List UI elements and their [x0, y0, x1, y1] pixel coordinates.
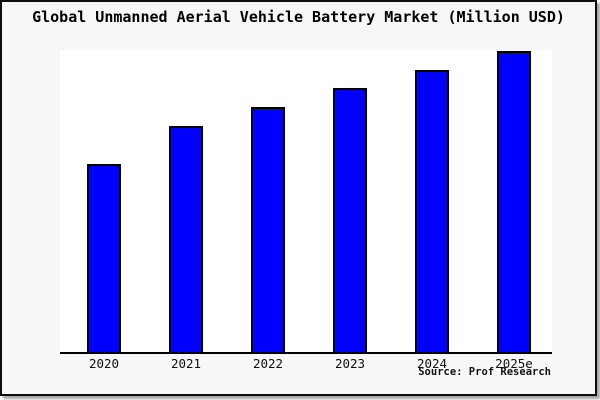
x-tick-label-2021: 2021 [170, 356, 202, 371]
bar-2023 [333, 88, 367, 352]
bar-2020 [87, 164, 121, 352]
x-tick-label-2020: 2020 [88, 356, 120, 371]
bar-2024 [415, 70, 449, 352]
x-tick-label-2024: 2024 [416, 356, 448, 371]
plot-area [60, 50, 552, 354]
source-credit: Source: Prof Research [418, 366, 551, 378]
x-axis: 2020 2021 2022 2023 2024 2025e [60, 356, 552, 372]
bar-2025e [497, 51, 531, 352]
x-tick-label-2025e: 2025e [495, 356, 533, 371]
x-tick-label-2023: 2023 [334, 356, 366, 371]
x-tick-label-2022: 2022 [252, 356, 284, 371]
bar-2021 [169, 126, 203, 352]
bar-2022 [251, 107, 285, 352]
chart-title: Global Unmanned Aerial Vehicle Battery M… [32, 8, 565, 26]
